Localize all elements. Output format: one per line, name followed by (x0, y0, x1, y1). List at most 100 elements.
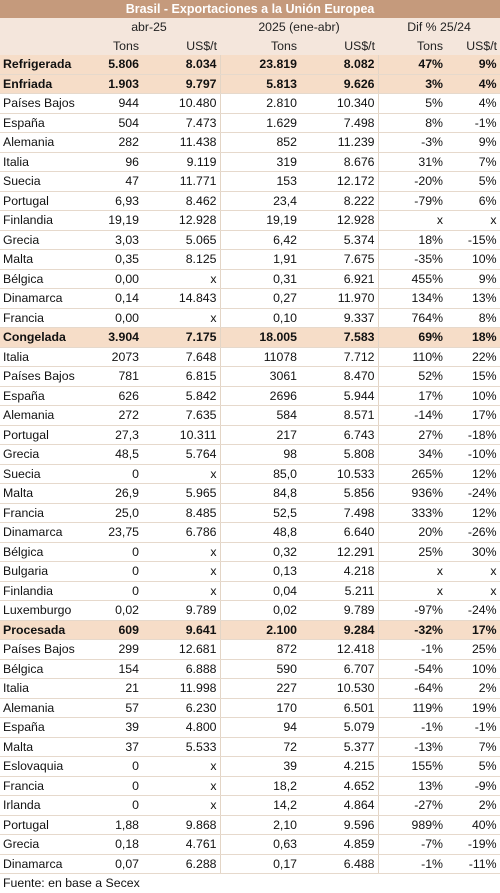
table-row: Dinamarca 0,07 6.288 0,17 6.488 -1% -11% (0, 854, 500, 874)
price-diff-cell: -18% (446, 425, 500, 445)
table-row: Italia 96 9.119 319 8.676 31% 7% (0, 152, 500, 172)
tons-diff-cell: 13% (378, 776, 446, 796)
price-abr25-cell: 10.480 (142, 93, 221, 114)
tons-diff-cell: -27% (378, 795, 446, 816)
tons-abr25-cell: 609 (78, 620, 142, 640)
tons-ytd-cell: 0,13 (220, 561, 300, 582)
tons-ytd-cell: 85,0 (220, 464, 300, 484)
price-abr25-cell: 5.965 (142, 483, 221, 504)
table-title: Brasil - Exportaciones a la Unión Europe… (0, 0, 500, 18)
category-row: Refrigerada 5.806 8.034 23.819 8.082 47% 9% (0, 55, 500, 75)
tons-ytd-cell: 52,5 (220, 503, 300, 523)
price-abr25-cell: x (142, 776, 221, 796)
country-label: Portugal (0, 191, 78, 211)
tons-diff-cell: 69% (378, 327, 446, 348)
price-ytd-cell: 6.707 (300, 659, 379, 679)
price-abr25-cell: 8.125 (142, 249, 221, 270)
price-ytd-cell: 5.374 (300, 230, 379, 250)
tons-ytd-cell: 319 (220, 152, 300, 172)
price-ytd-cell: 5.808 (300, 444, 379, 465)
tons-diff-cell: 8% (378, 113, 446, 133)
country-label: Malta (0, 249, 78, 270)
price-ytd-cell: 5.856 (300, 483, 379, 504)
tons-abr25-cell: 0,14 (78, 288, 142, 309)
tons-diff-cell: -97% (378, 600, 446, 621)
header-spacer (0, 36, 78, 55)
country-label: Eslovaquia (0, 756, 78, 777)
tons-ytd-cell: 84,8 (220, 483, 300, 504)
price-diff-cell: -1% (446, 717, 500, 738)
country-label: Grecia (0, 444, 78, 465)
table-row: Malta 0,35 8.125 1,91 7.675 -35% 10% (0, 249, 500, 270)
price-ytd-cell: 4.218 (300, 561, 379, 582)
tons-diff-cell: 134% (378, 288, 446, 309)
tons-abr25-cell: 504 (78, 113, 142, 133)
price-ytd-cell: 7.675 (300, 249, 379, 270)
tons-abr25-cell: 0 (78, 756, 142, 777)
tons-diff-cell: -32% (378, 620, 446, 640)
price-ytd-cell: 8.571 (300, 405, 379, 426)
tons-diff-cell: x (378, 210, 446, 231)
price-ytd-cell: 7.712 (300, 347, 379, 367)
tons-ytd-cell: 23.819 (220, 55, 300, 75)
country-label: Dinamarca (0, 288, 78, 309)
price-diff-cell: 10% (446, 386, 500, 406)
price-abr25-cell: 6.888 (142, 659, 221, 679)
country-label: España (0, 386, 78, 406)
table-row: Italia 2073 7.648 11078 7.712 110% 22% (0, 347, 500, 367)
source-row: Fuente: en base a Secex (0, 873, 500, 893)
tons-abr25-cell: 19,19 (78, 210, 142, 231)
price-ytd-cell: 9.596 (300, 815, 379, 835)
price-ytd-cell: 9.284 (300, 620, 379, 640)
tons-diff-cell: -1% (378, 717, 446, 738)
tons-diff-cell: 25% (378, 542, 446, 562)
tons-diff-cell: 27% (378, 425, 446, 445)
header-unit-tons: Tons (378, 36, 446, 55)
price-diff-cell: x (446, 561, 500, 582)
price-ytd-cell: 4.652 (300, 776, 379, 796)
tons-diff-cell: x (378, 581, 446, 601)
table-row: Bélgica 0 x 0,32 12.291 25% 30% (0, 542, 500, 562)
tons-diff-cell: -20% (378, 171, 446, 192)
price-diff-cell: 4% (446, 93, 500, 114)
tons-abr25-cell: 25,0 (78, 503, 142, 523)
tons-ytd-cell: 0,10 (220, 308, 300, 328)
price-diff-cell: 13% (446, 288, 500, 309)
table-row: Suecia 0 x 85,0 10.533 265% 12% (0, 464, 500, 484)
source-note: Fuente: en base a Secex (0, 873, 500, 893)
tons-diff-cell: 34% (378, 444, 446, 465)
price-abr25-cell: 8.462 (142, 191, 221, 211)
tons-diff-cell: -35% (378, 249, 446, 270)
price-ytd-cell: 11.970 (300, 288, 379, 309)
price-ytd-cell: 10.533 (300, 464, 379, 484)
tons-diff-cell: 20% (378, 522, 446, 543)
header-unit-tons: Tons (220, 36, 300, 55)
price-diff-cell: 18% (446, 327, 500, 348)
price-diff-cell: 25% (446, 639, 500, 660)
country-label: Alemania (0, 132, 78, 153)
table-row: Alemania 272 7.635 584 8.571 -14% 17% (0, 405, 500, 426)
price-ytd-cell: 6.501 (300, 698, 379, 718)
tons-ytd-cell: 0,27 (220, 288, 300, 309)
price-diff-cell: 10% (446, 249, 500, 270)
price-diff-cell: -9% (446, 776, 500, 796)
price-abr25-cell: 9.868 (142, 815, 221, 835)
tons-diff-cell: 52% (378, 366, 446, 387)
price-diff-cell: -19% (446, 834, 500, 855)
price-ytd-cell: 9.626 (300, 74, 379, 94)
price-ytd-cell: 6.640 (300, 522, 379, 543)
table-row: Irlanda 0 x 14,2 4.864 -27% 2% (0, 795, 500, 816)
price-diff-cell: 10% (446, 659, 500, 679)
tons-abr25-cell: 0,18 (78, 834, 142, 855)
header-period-abr25: abr-25 (78, 18, 220, 37)
header-unit-price: US$/t (446, 36, 500, 55)
price-abr25-cell: 6.786 (142, 522, 221, 543)
price-abr25-cell: 8.034 (142, 55, 221, 75)
table-row: Alemania 282 11.438 852 11.239 -3% 9% (0, 132, 500, 153)
price-ytd-cell: 9.789 (300, 600, 379, 621)
price-ytd-cell: 5.377 (300, 737, 379, 757)
tons-abr25-cell: 6,93 (78, 191, 142, 211)
price-ytd-cell: 7.583 (300, 327, 379, 348)
tons-abr25-cell: 0 (78, 464, 142, 484)
